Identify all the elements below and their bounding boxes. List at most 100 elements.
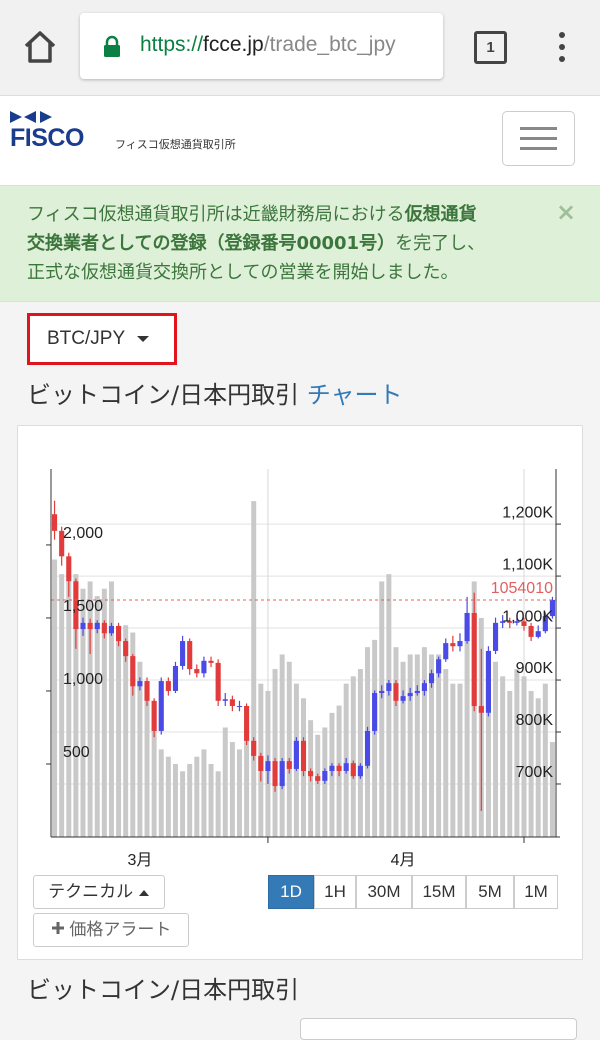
candle-body [485, 650, 491, 713]
chart-link[interactable]: チャート [306, 381, 403, 409]
candle-body [272, 761, 278, 787]
notice-segment: 交換業者としての登録（登録番号00001号） [27, 233, 396, 254]
candle-body [258, 755, 264, 771]
candle-body [471, 612, 477, 707]
volume-bar [201, 749, 207, 837]
candle-body [300, 740, 307, 771]
interval-button[interactable]: 5M [466, 875, 514, 909]
volume-bar [94, 596, 100, 837]
home-button[interactable] [22, 30, 58, 64]
y-tick-label: 1,100K [502, 556, 553, 573]
indicator-menu[interactable]: テクニカル [33, 875, 165, 909]
candle-body [172, 665, 179, 691]
candle-body [421, 683, 427, 691]
volume-bar [464, 625, 470, 837]
candle-body [500, 621, 506, 623]
volume-bar [457, 683, 463, 837]
address-bar[interactable]: https://fcce.jp/trade_btc_jpy [80, 13, 443, 79]
interval-button[interactable]: 1H [314, 875, 356, 909]
notice: フィスコ仮想通貨取引所は近畿財務局における仮想通貨交換業者としての登録（登録番号… [0, 185, 600, 302]
volume-bar [393, 647, 399, 837]
volume-bar [108, 581, 114, 837]
candle-body [478, 706, 484, 713]
candle-body [251, 740, 257, 756]
menu-button[interactable] [502, 111, 575, 166]
candle-body [507, 621, 513, 623]
logo-mark [10, 111, 52, 123]
volume-bar [87, 581, 93, 837]
notice-segment: フィスコ仮想通貨取引所は近畿財務局における [27, 204, 405, 225]
volume-bar [315, 734, 321, 837]
volume-bar [443, 669, 449, 837]
notice-line: フィスコ仮想通貨取引所は近畿財務局における仮想通貨 [27, 200, 485, 229]
volume-bar [549, 742, 555, 837]
candle-body [457, 641, 463, 647]
candle-body [73, 581, 79, 630]
volume-bar [400, 661, 406, 837]
volume-bar [187, 763, 193, 837]
interval-button[interactable]: 30M [356, 875, 412, 909]
candle-body [87, 622, 93, 630]
candle-body [293, 740, 299, 769]
tab-count[interactable]: 1 [474, 31, 507, 64]
candle-body [151, 700, 157, 731]
volume-bar [500, 676, 506, 837]
candle-body [279, 761, 285, 787]
volume-bar [507, 690, 513, 837]
candle-body [123, 641, 129, 657]
volume-bar [414, 654, 420, 837]
close-button[interactable]: × [556, 198, 577, 226]
candle-body [386, 683, 392, 691]
candle-body [94, 622, 100, 630]
candle-body [66, 556, 72, 582]
volume-bar [215, 771, 221, 837]
candle-body [350, 763, 356, 777]
candle-body [187, 641, 193, 670]
candle-body [414, 690, 420, 694]
interval-button[interactable]: 15M [412, 875, 466, 909]
interval-button[interactable]: 1M [514, 875, 558, 909]
candle-body [59, 530, 65, 557]
volume-bar [521, 676, 527, 837]
volume-bar [66, 581, 72, 837]
x-tick-label: 4月 [391, 852, 416, 869]
overflow-menu[interactable] [555, 30, 569, 64]
candle-body [108, 625, 115, 634]
volume-bar [429, 654, 435, 837]
lock-icon [104, 35, 120, 57]
volume-bar [172, 763, 178, 837]
pair-selector[interactable]: BTC/JPY [27, 313, 177, 365]
candle-body [80, 622, 86, 630]
volume-bar [528, 690, 534, 837]
candle-body [492, 622, 499, 651]
chart: 1054010 700K 800K 900K 1,000K 1,100K 1,200K 500… [46, 469, 561, 869]
pair-label: BTC/JPY [47, 328, 125, 349]
volume-bar [130, 632, 136, 837]
candle-body [236, 706, 243, 708]
alert-button[interactable]: 価格アラート [33, 913, 189, 947]
candle-body [443, 643, 449, 660]
candle-body [428, 673, 435, 684]
logo[interactable]: FISCO [10, 124, 84, 152]
candle-body [201, 660, 207, 674]
candle-body [144, 681, 150, 701]
candle-body [322, 770, 328, 781]
volume-bar [236, 749, 242, 837]
volume-bar [73, 574, 79, 837]
volume-bar [158, 749, 164, 837]
interval-button[interactable]: 1D [268, 875, 314, 909]
volume-bar [194, 756, 200, 837]
candle-body [180, 641, 186, 666]
volume-bar [180, 771, 186, 837]
y2-tick-label: 2,000 [63, 525, 103, 542]
page-heading: ビットコイン/日本円取引 チャート [27, 375, 403, 410]
volume-bar [372, 639, 378, 837]
candle-body [116, 625, 122, 642]
candle-body [137, 681, 143, 687]
candle-body [379, 690, 385, 694]
notice-segment: 正式な仮想通貨交換所としての営業を開始しました。 [27, 262, 459, 283]
candle-body [549, 599, 556, 617]
volume-bar [379, 581, 385, 837]
browser-toolbar: https://fcce.jp/trade_btc_jpy 1 [0, 0, 600, 96]
section-title: ビットコイン/日本円取引 [27, 976, 300, 1004]
